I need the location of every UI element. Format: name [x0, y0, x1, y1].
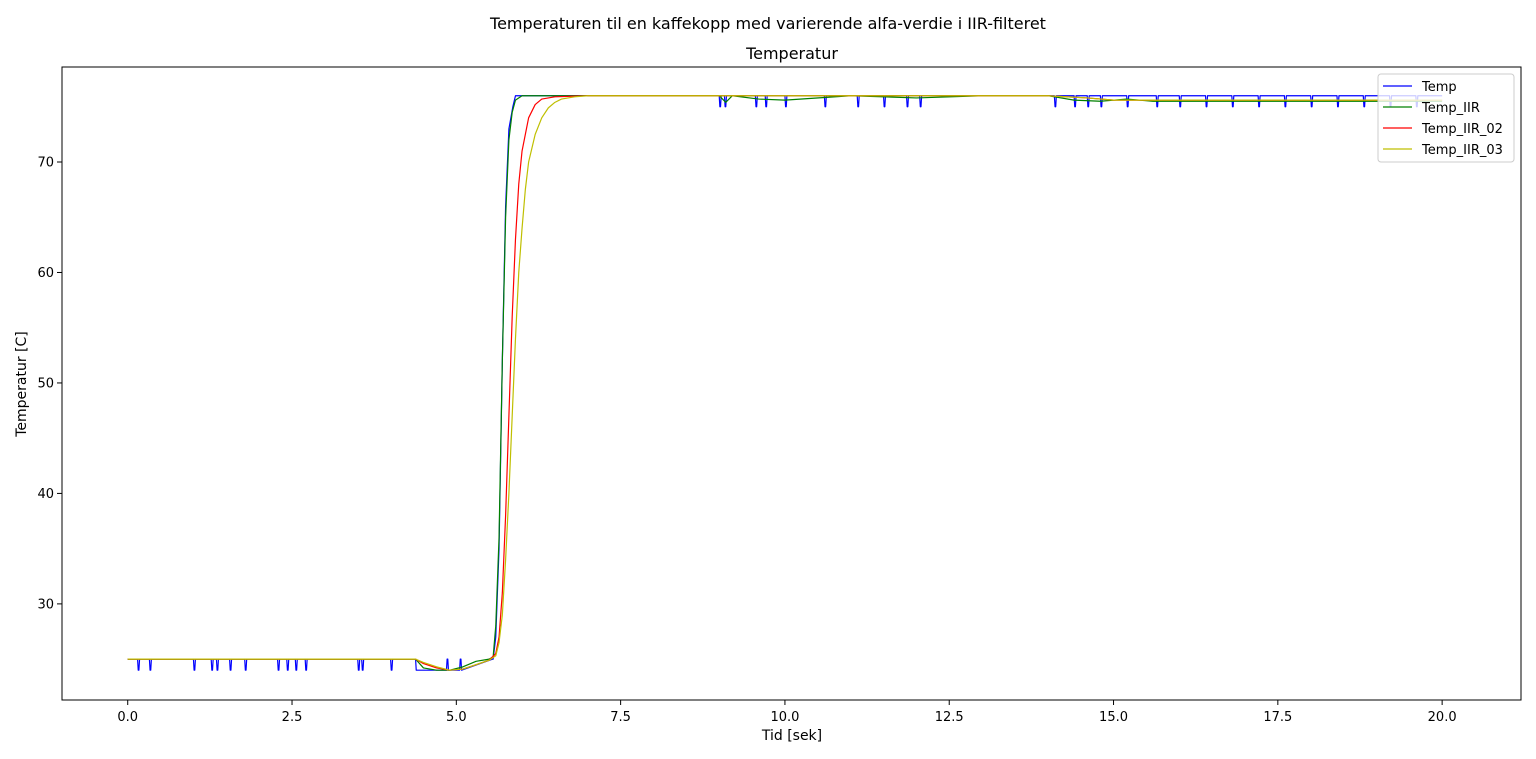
x-tick-label: 0.0	[117, 710, 138, 725]
x-axis-label: Tid [sek]	[761, 728, 822, 744]
y-axis-label: Temperatur [C]	[14, 331, 30, 438]
figure-suptitle: Temperaturen til en kaffekopp med varier…	[489, 14, 1046, 33]
x-tick-label: 7.5	[610, 710, 631, 725]
legend-box	[1377, 73, 1515, 163]
x-tick-label: 10.0	[770, 710, 799, 725]
y-tick-label: 70	[37, 156, 54, 171]
x-tick-label: 20.0	[1428, 710, 1457, 725]
plot-area-frame	[61, 66, 1522, 701]
y-tick-label: 30	[37, 597, 54, 612]
legend-label: Temp	[1421, 80, 1457, 95]
legend: Temp Temp_IIR Temp_IIR_02 Temp_IIR_03	[1377, 73, 1515, 163]
x-tick-label: 17.5	[1263, 710, 1292, 725]
legend-label: Temp_IIR	[1421, 101, 1480, 116]
x-tick-label: 2.5	[282, 710, 303, 725]
series-line-temp	[127, 95, 1443, 671]
series-layer	[127, 95, 1443, 671]
x-tick-label: 5.0	[446, 710, 467, 725]
x-tick-label: 12.5	[935, 710, 964, 725]
x-tick-label: 15.0	[1099, 710, 1128, 725]
x-axis: 0.0 2.5 5.0 7.5 10.0 12.5 15.0 17.5 20.0	[117, 700, 1457, 725]
y-tick-label: 60	[37, 266, 54, 281]
legend-label: Temp_IIR_03	[1421, 143, 1503, 158]
y-axis: 30 40 50 60 70	[37, 156, 62, 612]
series-line-temp-iir-03	[127, 95, 1443, 671]
y-tick-label: 40	[37, 487, 54, 502]
legend-label: Temp_IIR_02	[1421, 122, 1503, 137]
axes-title: Temperatur	[745, 44, 838, 63]
y-tick-label: 50	[37, 376, 54, 391]
